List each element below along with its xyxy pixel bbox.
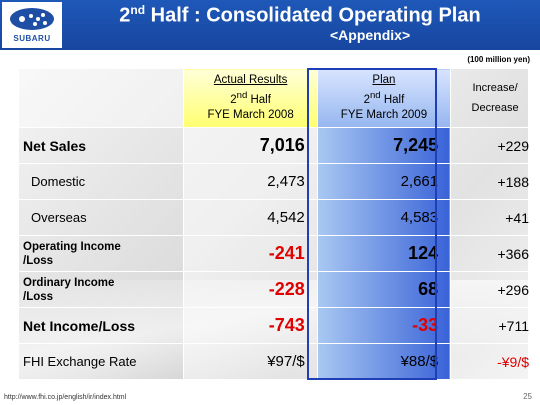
table-row-exchange-rate: FHI Exchange Rate ¥97/$ ¥88/$ -¥9/$ (17, 343, 540, 380)
column-header-plan: Plan 2nd Half FYE March 2009 (316, 68, 452, 128)
page-title: 2nd Half : Consolidated Operating Plan (119, 3, 481, 27)
actual-value: -228 (183, 271, 318, 308)
row-label: Overseas (17, 199, 185, 236)
plan-value: 124 (316, 235, 452, 272)
plan-value: ¥88/$ (316, 343, 452, 380)
pleiades-star-icon (10, 8, 54, 30)
row-label: Net Sales (17, 127, 185, 164)
row-label: Ordinary Income /Loss (17, 271, 185, 308)
increase-value: -¥9/$ (450, 343, 540, 380)
increase-value: +296 (450, 271, 540, 308)
actual-value: 4,542 (183, 199, 318, 236)
table-header-row: Actual Results 2nd Half FYE March 2008 P… (17, 68, 540, 128)
header-blank-cell (17, 68, 185, 128)
actual-value: -241 (183, 235, 318, 272)
slide-header: SUBARU 2nd Half : Consolidated Operating… (0, 0, 540, 50)
unit-note: (100 million yen) (467, 55, 530, 64)
actual-value: -743 (183, 307, 318, 344)
increase-value: +366 (450, 235, 540, 272)
actual-value: 7,016 (183, 127, 318, 164)
plan-value: -33 (316, 307, 452, 344)
plan-value: 68 (316, 271, 452, 308)
table-row-overseas: Overseas 4,542 4,583 +41 (17, 199, 540, 236)
row-label: Net Income/Loss (17, 307, 185, 344)
page-number: 25 (523, 392, 532, 401)
row-label: Operating Income /Loss (17, 235, 185, 272)
increase-value: +41 (450, 199, 540, 236)
column-header-increase: Increase/ Decrease (450, 68, 540, 128)
subaru-logo: SUBARU (2, 2, 62, 48)
table-row-domestic: Domestic 2,473 2,661 +188 (17, 163, 540, 200)
logo-wordmark: SUBARU (13, 34, 51, 43)
actual-value: ¥97/$ (183, 343, 318, 380)
plan-value: 2,661 (316, 163, 452, 200)
footer-url[interactable]: http://www.fhi.co.jp/english/ir/index.ht… (4, 394, 127, 401)
row-label: Domestic (17, 163, 185, 200)
page-subtitle: <Appendix> (330, 27, 411, 43)
plan-value: 4,583 (316, 199, 452, 236)
table-row-ordinary-income: Ordinary Income /Loss -228 68 +296 (17, 271, 540, 308)
table-row-operating-income: Operating Income /Loss -241 124 +366 (17, 235, 540, 272)
row-label: FHI Exchange Rate (17, 343, 185, 380)
increase-value: +188 (450, 163, 540, 200)
table-row-net-income: Net Income/Loss -743 -33 +711 (17, 307, 540, 344)
increase-value: +229 (450, 127, 540, 164)
column-header-actual: Actual Results 2nd Half FYE March 2008 (183, 68, 318, 128)
increase-value: +711 (450, 307, 540, 344)
plan-value: 7,245 (316, 127, 452, 164)
actual-value: 2,473 (183, 163, 318, 200)
table-row-net-sales: Net Sales 7,016 7,245 +229 (17, 127, 540, 164)
operating-plan-table: Actual Results 2nd Half FYE March 2008 P… (17, 68, 540, 380)
